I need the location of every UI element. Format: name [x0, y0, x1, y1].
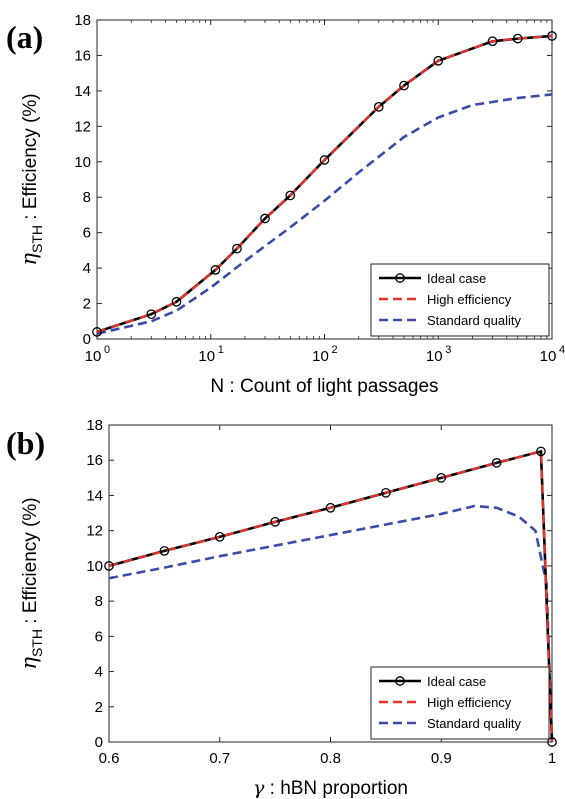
x-tick-label: 0.7: [209, 750, 230, 767]
ideal-case-marker: [92, 327, 102, 337]
ideal-case-marker: [319, 155, 330, 165]
ideal-case-marker: [325, 502, 336, 513]
x-tick-label: 10: [312, 348, 329, 365]
x-tick-exponent: 3: [445, 344, 451, 356]
x-tick-label: 0.6: [99, 750, 120, 767]
ideal-case-marker: [146, 309, 157, 320]
y-tick-label: 18: [86, 417, 103, 434]
y-axis-label: ηSTH : Efficiency (%): [17, 497, 45, 669]
ideal-case-marker: [171, 296, 182, 307]
y-tick-label: 8: [95, 593, 103, 610]
x-tick-exponent: 0: [104, 344, 110, 356]
x-tick-label: 10: [198, 348, 215, 365]
x-tick-label: 10: [540, 348, 557, 365]
ideal-case-marker: [373, 101, 384, 112]
chart-panel-b: (b) 0 2 4 6 8 10 12 14 16 18 0.6 0.7 0.8 0.9 1 ηSTH : Ef…: [6, 417, 557, 799]
ideal-case-marker: [285, 190, 296, 201]
ideal-case-marker: [399, 80, 409, 91]
ideal-case-marker: [536, 446, 546, 457]
y-tick-label: 8: [83, 189, 91, 206]
legend: Ideal case High efficiency Standard qualit…: [370, 263, 550, 337]
legend-label: High efficiency: [427, 292, 512, 307]
series-high-efficiency-line: [108, 450, 554, 743]
ideal-case-marker: [214, 531, 225, 542]
ideal-case-marker: [260, 213, 270, 224]
panel-label: (a): [6, 19, 43, 55]
ideal-case-marker: [159, 546, 170, 556]
ideal-case-marker: [270, 517, 280, 527]
legend-label: Ideal case: [427, 674, 486, 689]
y-tick-label: 12: [74, 118, 91, 135]
legend-label: High efficiency: [427, 695, 512, 710]
y-tick-label: 4: [83, 260, 91, 277]
ideal-case-marker: [547, 31, 557, 41]
x-axis-label: N : Count of light passages: [210, 376, 438, 397]
y-tick-label: 10: [86, 558, 103, 575]
ideal-case-marker: [232, 243, 242, 254]
legend-label: Standard quality: [427, 716, 521, 731]
x-tick-label: 10: [85, 348, 102, 365]
y-tick-label: 10: [74, 154, 91, 171]
y-tick-label: 16: [74, 47, 91, 64]
series-standard-quality-line: [108, 504, 554, 743]
series-standard-quality-line: [96, 93, 553, 335]
ideal-case-marker: [512, 33, 523, 44]
y-tick-label: 4: [95, 664, 103, 681]
y-tick-label: 14: [74, 83, 91, 100]
legend-marker: [395, 273, 405, 283]
y-axis-label: ηSTH : Efficiency (%): [17, 93, 45, 265]
x-axis-label: γ : hBN proportion: [253, 777, 408, 799]
ideal-case-marker: [547, 737, 557, 747]
panel-label: (b): [6, 425, 45, 461]
y-tick-label: 0: [83, 331, 91, 348]
y-tick-label: 12: [86, 523, 103, 540]
ideal-case-marker: [210, 265, 221, 275]
series-high-efficiency-line: [96, 34, 553, 333]
y-tick-label: 2: [95, 699, 103, 716]
legend: Ideal case High efficiency Standard qualit…: [370, 666, 550, 740]
ideal-case-marker: [487, 36, 498, 47]
ideal-case-marker: [491, 458, 502, 468]
y-tick-label: 2: [83, 296, 91, 313]
x-tick-label: 1: [548, 750, 556, 767]
legend-label: Ideal case: [427, 271, 486, 286]
x-tick-label: 0.8: [320, 750, 341, 767]
x-tick-exponent: 1: [218, 344, 224, 356]
x-tick-exponent: 2: [332, 344, 338, 356]
x-tick-exponent: 4: [559, 344, 565, 356]
y-tick-label: 14: [86, 487, 103, 504]
legend-label: Standard quality: [427, 313, 521, 328]
ideal-case-marker: [104, 561, 114, 571]
y-tick-label: 6: [95, 628, 103, 645]
y-tick-label: 0: [95, 734, 103, 751]
legend-marker: [395, 676, 405, 686]
ideal-case-marker: [433, 55, 444, 66]
y-tick-label: 6: [83, 225, 91, 242]
x-tick-label: 10: [426, 348, 443, 365]
ideal-case-marker: [436, 472, 447, 483]
y-tick-label: 16: [86, 452, 103, 469]
x-tick-label: 0.9: [431, 750, 452, 767]
y-tick-label: 18: [74, 12, 91, 29]
ideal-case-marker: [381, 487, 391, 498]
